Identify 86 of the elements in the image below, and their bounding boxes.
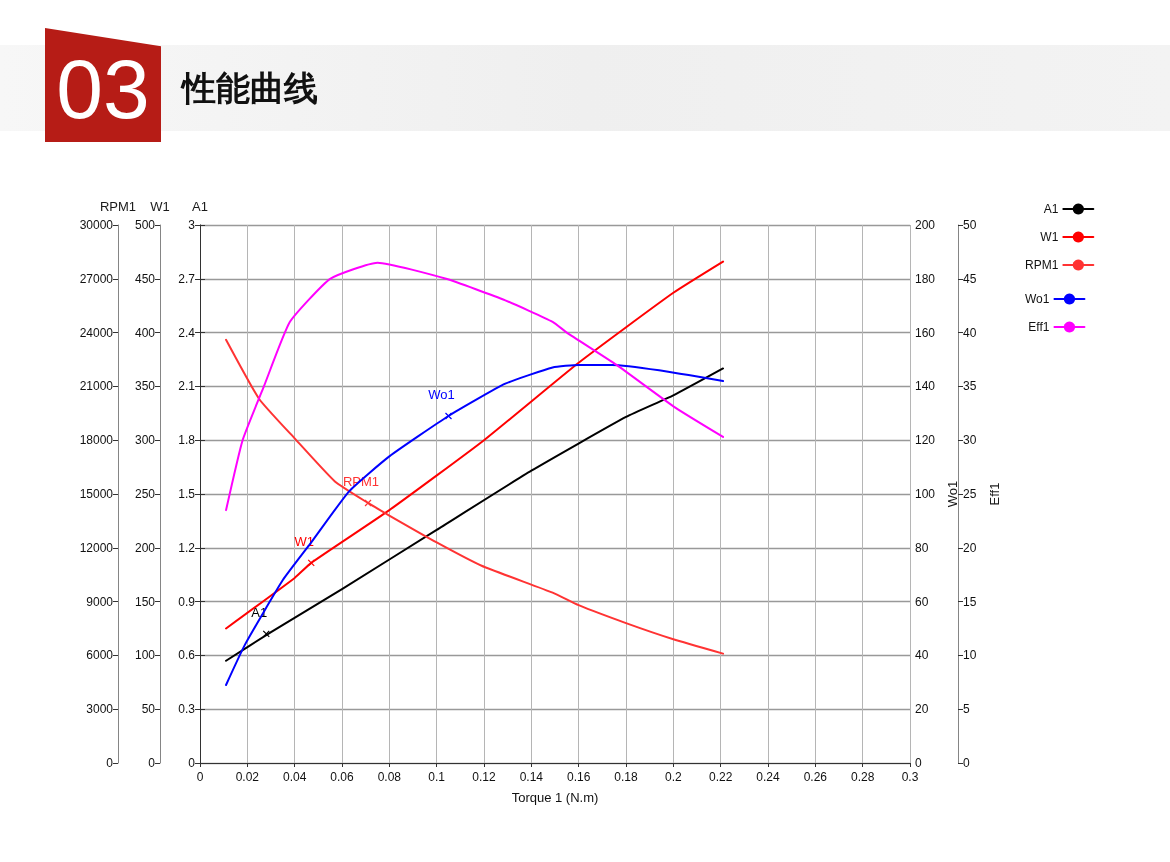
y-tick-label: 3 — [188, 218, 196, 232]
y2-tick-label: 0 — [915, 756, 922, 770]
annotation: Wo1 — [428, 387, 455, 403]
y2-tick-label: 80 — [915, 540, 929, 555]
y2-tick-label: 0 — [148, 756, 156, 770]
x-tick-label: 0.04 — [282, 770, 307, 784]
y-tick-label: 0.3 — [178, 702, 196, 717]
line-series — [225, 261, 725, 512]
y3-tick-label: 18000 — [79, 433, 114, 448]
y2-tick-label: 20 — [915, 702, 929, 717]
x-tick-label: 0.12 — [472, 770, 496, 784]
x-tick-label: 0.02 — [235, 770, 260, 784]
y3-tick-label: 35 — [963, 379, 977, 394]
legend-label: RPM1 — [1025, 258, 1059, 272]
x-tick-label: 0.06 — [330, 770, 354, 784]
y2-tick-label: 140 — [915, 379, 936, 394]
y2-tick-label: 120 — [915, 433, 936, 448]
x-axis-title: Torque 1 (N.m) — [511, 790, 599, 805]
legend-label: W1 — [1040, 230, 1059, 244]
y3-tick-label: 12000 — [79, 540, 114, 555]
y3-tick-label: 15 — [963, 594, 977, 609]
y2-tick-label: 500 — [134, 218, 156, 232]
y2-tick-label: 60 — [915, 594, 929, 609]
y3-tick-label: 5 — [963, 702, 970, 717]
y-tick-label: 2.7 — [178, 271, 196, 286]
x-tick-label: 0.28 — [850, 770, 875, 784]
y3-tick-label: 0 — [106, 756, 114, 770]
y3-tick-label: 15000 — [79, 487, 114, 501]
y2-tick-label: 200 — [134, 540, 156, 555]
chart-title: 性能曲线 — [182, 67, 318, 110]
y2-axis-title: W1 — [150, 199, 170, 214]
x-tick-label: 0.22 — [708, 770, 733, 784]
y3-tick-label: 21000 — [79, 379, 114, 394]
y3-tick-label: 3000 — [86, 702, 114, 717]
y2-tick-label: 250 — [134, 487, 156, 501]
y-tick-label: 0.9 — [178, 594, 196, 609]
y3-axis-title: Eff1 — [987, 482, 1002, 506]
x-tick-label: 0.24 — [756, 770, 780, 784]
y-tick-label: 1.2 — [178, 540, 196, 555]
y2-tick-label: 100 — [134, 648, 156, 663]
y2-tick-label: 40 — [915, 648, 929, 663]
legend-label: Eff1 — [1028, 320, 1050, 334]
y3-tick-label: 50 — [963, 218, 977, 232]
y2-tick-label: 400 — [134, 325, 156, 340]
y3-tick-label: 40 — [963, 325, 977, 340]
chart-subtitle: 03 — [55, 41, 151, 138]
x-tick-label: 0.18 — [614, 770, 638, 784]
y2-axis-title: Wo1 — [945, 480, 960, 508]
y3-tick-label: 0 — [963, 756, 970, 770]
y-axis-title: A1 — [192, 199, 208, 214]
x-tick-label: 0.26 — [803, 770, 828, 784]
x-tick-label: 0.1 — [428, 770, 446, 784]
y3-tick-label: 30 — [963, 433, 977, 448]
y-tick-label: 2.4 — [178, 325, 196, 340]
y-tick-label: 2.1 — [178, 379, 196, 394]
y2-tick-label: 50 — [141, 702, 156, 717]
legend-label: Wo1 — [1024, 292, 1050, 306]
x-tick-label: 0.2 — [664, 770, 682, 784]
y2-tick-label: 180 — [915, 271, 936, 286]
y2-tick-label: 300 — [134, 433, 156, 448]
y3-tick-label: 10 — [963, 648, 977, 663]
x-tick-label: 0.14 — [519, 770, 544, 784]
y3-axis-title: RPM1 — [99, 199, 137, 214]
line-series — [225, 260, 725, 630]
legend-label: A1 — [1043, 202, 1059, 216]
y3-tick-label: 6000 — [86, 648, 114, 663]
x-tick-label: 0.16 — [566, 770, 591, 784]
y2-tick-label: 350 — [134, 379, 156, 394]
y3-tick-label: 24000 — [79, 325, 114, 340]
x-tick-label: 0.3 — [901, 770, 919, 784]
y-tick-label: 0 — [188, 756, 196, 770]
y3-tick-label: 25 — [963, 487, 977, 501]
y3-tick-label: 30000 — [79, 218, 114, 232]
y-tick-label: 1.5 — [178, 487, 196, 501]
y-tick-label: 1.8 — [178, 433, 196, 448]
y2-tick-label: 200 — [915, 218, 936, 232]
y3-tick-label: 27000 — [79, 271, 114, 286]
y2-tick-label: 100 — [915, 487, 936, 501]
y2-tick-label: 450 — [134, 271, 156, 286]
y3-tick-label: 45 — [963, 271, 977, 286]
y3-tick-label: 9000 — [86, 594, 114, 609]
x-tick-label: 0.08 — [377, 770, 402, 784]
y2-tick-label: 150 — [134, 594, 156, 609]
y3-tick-label: 20 — [963, 540, 977, 555]
y2-tick-label: 160 — [915, 325, 936, 340]
y-tick-label: 0.6 — [178, 648, 196, 663]
